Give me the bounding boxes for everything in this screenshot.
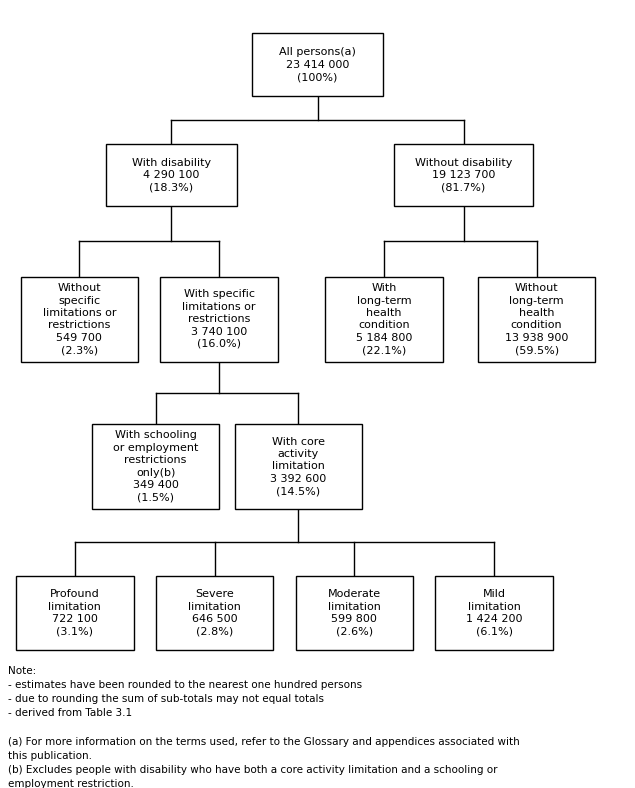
Text: Mild
limitation
1 424 200
(6.1%): Mild limitation 1 424 200 (6.1%) [466, 589, 522, 637]
Text: this publication.: this publication. [8, 751, 91, 761]
FancyBboxPatch shape [92, 424, 219, 509]
Text: Without
specific
limitations or
restrictions
549 700
(2.3%): Without specific limitations or restrict… [43, 283, 116, 355]
Text: With disability
4 290 100
(18.3%): With disability 4 290 100 (18.3%) [132, 158, 211, 192]
FancyBboxPatch shape [253, 33, 382, 96]
FancyBboxPatch shape [160, 277, 277, 362]
Text: Without disability
19 123 700
(81.7%): Without disability 19 123 700 (81.7%) [415, 158, 512, 192]
Text: With specific
limitations or
restrictions
3 740 100
(16.0%): With specific limitations or restriction… [182, 289, 256, 349]
FancyBboxPatch shape [156, 576, 273, 651]
Text: Without
long-term
health
condition
13 938 900
(59.5%): Without long-term health condition 13 93… [505, 283, 568, 355]
Text: (b) Excludes people with disability who have both a core activity limitation and: (b) Excludes people with disability who … [8, 765, 497, 775]
Text: With schooling
or employment
restrictions
only(b)
349 400
(1.5%): With schooling or employment restriction… [113, 430, 198, 503]
Text: Severe
limitation
646 500
(2.8%): Severe limitation 646 500 (2.8%) [188, 589, 241, 637]
FancyBboxPatch shape [16, 576, 133, 651]
FancyBboxPatch shape [107, 144, 237, 206]
Text: With core
activity
limitation
3 392 600
(14.5%): With core activity limitation 3 392 600 … [271, 437, 326, 496]
Text: Moderate
limitation
599 800
(2.6%): Moderate limitation 599 800 (2.6%) [328, 589, 381, 637]
Text: With
long-term
health
condition
5 184 800
(22.1%): With long-term health condition 5 184 80… [356, 283, 412, 355]
FancyBboxPatch shape [235, 424, 362, 509]
Text: All persons(a)
23 414 000
(100%): All persons(a) 23 414 000 (100%) [279, 47, 356, 82]
Text: (a) For more information on the terms used, refer to the Glossary and appendices: (a) For more information on the terms us… [8, 737, 519, 747]
FancyBboxPatch shape [436, 576, 552, 651]
FancyBboxPatch shape [478, 277, 596, 362]
FancyBboxPatch shape [394, 144, 533, 206]
FancyBboxPatch shape [20, 277, 138, 362]
Text: employment restriction.: employment restriction. [8, 779, 133, 788]
Text: - derived from Table 3.1: - derived from Table 3.1 [8, 708, 131, 719]
Text: - due to rounding the sum of sub-totals may not equal totals: - due to rounding the sum of sub-totals … [8, 694, 324, 704]
Text: Note:: Note: [8, 666, 36, 676]
Text: Profound
limitation
722 100
(3.1%): Profound limitation 722 100 (3.1%) [48, 589, 102, 637]
FancyBboxPatch shape [325, 277, 443, 362]
Text: - estimates have been rounded to the nearest one hundred persons: - estimates have been rounded to the nea… [8, 680, 362, 690]
FancyBboxPatch shape [296, 576, 413, 651]
